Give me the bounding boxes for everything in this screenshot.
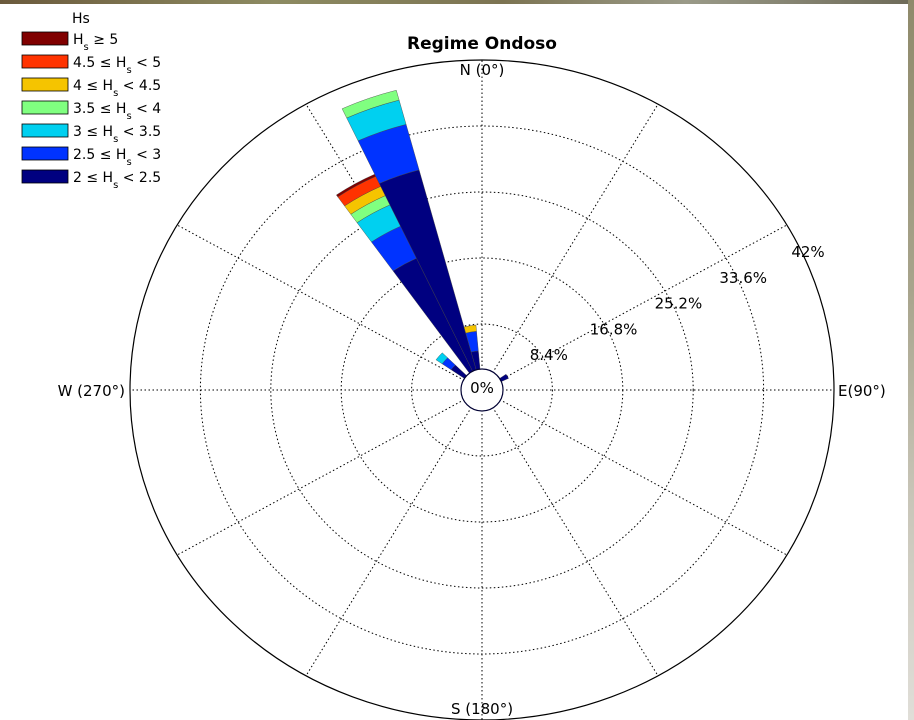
direction-label-north: N (0°) <box>460 61 505 79</box>
radial-tick-label: 25.2% <box>655 295 703 313</box>
grid-spoke <box>481 389 788 556</box>
legend-label: 2 ≤ Hs < 2.5 <box>73 170 161 191</box>
grid-spoke <box>176 224 483 391</box>
sector-bar <box>341 89 400 119</box>
grid-spoke <box>305 389 483 677</box>
calm-center: 0% <box>460 368 504 412</box>
legend-label: 4 ≤ Hs < 4.5 <box>73 78 161 99</box>
legend-swatch <box>21 146 69 161</box>
sector-bar <box>463 324 477 334</box>
legend-swatch <box>21 77 69 92</box>
sector-bar <box>435 352 448 365</box>
legend-swatch <box>21 54 69 69</box>
grid-spoke <box>481 224 788 391</box>
outer-ring <box>129 59 835 720</box>
radial-tick-label: 42% <box>791 243 824 261</box>
calm-circle <box>460 368 504 412</box>
radial-tick-label: 33.6% <box>719 269 767 287</box>
grid-ring <box>411 323 553 457</box>
grid-spoke <box>176 389 483 556</box>
direction-label-south: S (180°) <box>451 700 513 718</box>
radial-tick-labels: 8.4% 16.8% 25.2% 33.6% 42% <box>530 243 825 364</box>
legend-swatch <box>21 123 69 138</box>
direction-label-west: W (270°) <box>58 382 125 400</box>
radial-tick-label: 16.8% <box>590 320 638 338</box>
legend-label: 3.5 ≤ Hs < 4 <box>73 101 161 122</box>
background-strip-right <box>908 0 914 720</box>
polar-grid <box>129 59 835 720</box>
grid-spoke <box>481 389 659 677</box>
legend: Hs Hs ≥ 54.5 ≤ Hs < 54 ≤ Hs < 4.53.5 ≤ H… <box>21 11 161 191</box>
legend-label: Hs ≥ 5 <box>73 32 118 53</box>
legend-swatch <box>21 169 69 184</box>
chart-title: Regime Ondoso <box>407 34 557 54</box>
radial-tick-label: 8.4% <box>530 346 568 364</box>
grid-ring <box>270 191 694 589</box>
legend-label: 3 ≤ Hs < 3.5 <box>73 124 161 145</box>
background-strip-top <box>0 0 914 4</box>
legend-label: 2.5 ≤ Hs < 3 <box>73 147 161 168</box>
legend-swatch <box>21 31 69 46</box>
legend-title: Hs <box>72 11 90 27</box>
direction-label-east: E(90°) <box>838 382 886 400</box>
center-label: 0% <box>470 379 494 397</box>
legend-swatch <box>21 100 69 115</box>
sector-bars <box>336 89 509 382</box>
grid-spoke <box>481 103 659 391</box>
legend-label: 4.5 ≤ Hs < 5 <box>73 55 161 76</box>
axis-labels: Regime Ondoso N (0°) E(90°) S (180°) W (… <box>58 34 886 718</box>
